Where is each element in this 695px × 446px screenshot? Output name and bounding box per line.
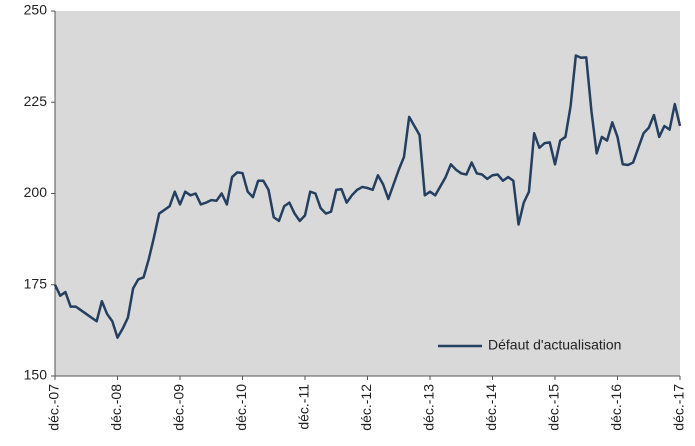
x-tick-label: déc.-10 — [233, 384, 249, 431]
x-tick-label: déc.-15 — [546, 384, 562, 431]
y-tick-label: 200 — [24, 184, 48, 200]
x-tick-label: déc.-09 — [171, 384, 187, 431]
line-series — [53, 54, 682, 339]
y-tick-label: 225 — [24, 93, 48, 109]
x-tick-label: déc.-13 — [421, 384, 437, 431]
y-tick-label: 250 — [24, 2, 48, 18]
x-tick-label: déc.-11 — [296, 384, 312, 430]
x-tick-label: déc.-12 — [358, 384, 374, 431]
x-tick-label: déc.-08 — [108, 384, 124, 431]
y-tick-label: 150 — [24, 367, 48, 383]
x-tick-label: déc.-16 — [608, 384, 624, 431]
x-tick-label: déc.-14 — [483, 384, 499, 431]
x-tick-label: déc.-17 — [671, 384, 687, 431]
x-tick-label: déc.-07 — [46, 384, 62, 431]
plot-area — [55, 11, 680, 376]
y-tick-label: 175 — [24, 275, 48, 291]
legend-label: Défaut d'actualisation — [488, 337, 621, 353]
